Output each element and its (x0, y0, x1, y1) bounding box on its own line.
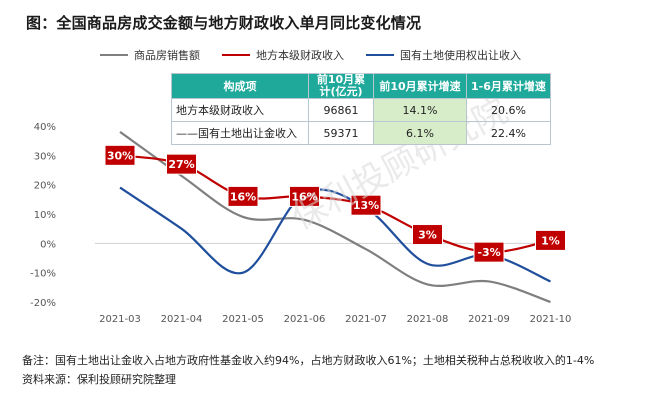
legend-label-fiscal: 地方本级财政收入 (256, 49, 344, 62)
x-tick-label: 2021-10 (530, 314, 572, 325)
data-label-box (412, 224, 443, 246)
table-header: 前10月累计(亿元) (308, 73, 374, 99)
legend-item-fiscal: 地方本级财政收入 (222, 47, 344, 63)
x-tick-label: 2021-05 (222, 314, 264, 325)
table-cell: 6.1% (373, 121, 467, 145)
data-label-box (166, 153, 197, 175)
legend-swatch-sales (100, 54, 128, 56)
legend-swatch-land (366, 54, 394, 56)
data-label-box (227, 185, 259, 207)
table-row: ——国有土地出让金收入 59371 6.1% 22.4% (171, 121, 551, 145)
chart-legend: 商品房销售额 地方本级财政收入 国有土地使用权出让收入 (100, 47, 521, 63)
data-label: 3% (412, 224, 443, 246)
y-tick-label: 40% (34, 122, 56, 133)
data-label-box (473, 241, 505, 263)
footnote-note: 备注：国有土地出让金收入占地方政府性基金收入约94%，占地方财政收入61%；土地… (22, 354, 595, 367)
x-tick-label: 2021-03 (99, 314, 141, 325)
legend-item-land: 国有土地使用权出让收入 (366, 47, 521, 63)
data-label-text: 16% (291, 190, 317, 203)
legend-item-sales: 商品房销售额 (100, 47, 200, 63)
data-label-text: 30% (107, 149, 133, 162)
data-label-text: 13% (353, 199, 379, 212)
data-label-box (104, 144, 136, 166)
data-label-text: -3% (477, 246, 500, 259)
legend-label-land: 国有土地使用权出让收入 (400, 49, 521, 62)
data-label: 1% (535, 229, 566, 251)
data-label-box (350, 194, 382, 216)
y-tick-label: -20% (30, 298, 56, 309)
footnote-source: 资料来源：保利投顾研究院整理 (22, 373, 176, 386)
data-label: -3% (473, 241, 505, 263)
y-tick-label: 10% (34, 210, 56, 221)
x-tick-label: 2021-07 (345, 314, 387, 325)
x-tick-label: 2021-09 (468, 314, 510, 325)
y-tick-label: 0% (40, 239, 56, 250)
table-cell: 59371 (308, 121, 374, 145)
x-tick-label: 2021-08 (407, 314, 449, 325)
x-tick-label: 2021-04 (161, 314, 203, 325)
table-cell: ——国有土地出让金收入 (171, 121, 309, 145)
data-label: 13% (350, 194, 382, 216)
chart-title: 图：全国商品房成交金额与地方财政收入单月同比变化情况 (26, 14, 422, 32)
data-label-box (535, 229, 566, 251)
legend-swatch-fiscal (222, 54, 250, 56)
series-line-0 (119, 130, 551, 304)
data-label-text: 16% (230, 190, 256, 203)
table-header: 构成项 (171, 73, 309, 99)
table-cell: 地方本级财政收入 (171, 98, 309, 122)
y-tick-label: -10% (30, 269, 56, 280)
summary-table: 构成项 前10月累计(亿元) 前10月累计增速 1-6月累计增速 地方本级财政收… (171, 73, 551, 145)
data-label: 16% (289, 185, 320, 207)
table-cell: 96861 (308, 98, 374, 122)
data-label: 27% (166, 153, 197, 175)
table-cell: 22.4% (466, 121, 551, 145)
table-header: 前10月累计增速 (373, 73, 467, 99)
data-label-text: 27% (168, 158, 194, 171)
table-row: 地方本级财政收入 96861 14.1% 20.6% (171, 98, 551, 122)
legend-label-sales: 商品房销售额 (134, 49, 200, 62)
y-tick-label: 30% (34, 151, 56, 162)
table-cell: 20.6% (466, 98, 551, 122)
data-label-text: 1% (541, 234, 560, 247)
data-label: 16% (227, 185, 259, 207)
table-header: 1-6月累计增速 (466, 73, 551, 99)
table-cell: 14.1% (373, 98, 467, 122)
table-header-row: 构成项 前10月累计(亿元) 前10月累计增速 1-6月累计增速 (171, 73, 551, 99)
data-label-text: 3% (418, 229, 437, 242)
data-label-box (289, 185, 320, 207)
y-tick-label: 20% (34, 181, 56, 192)
data-label: 30% (104, 144, 136, 166)
x-tick-label: 2021-06 (284, 314, 326, 325)
